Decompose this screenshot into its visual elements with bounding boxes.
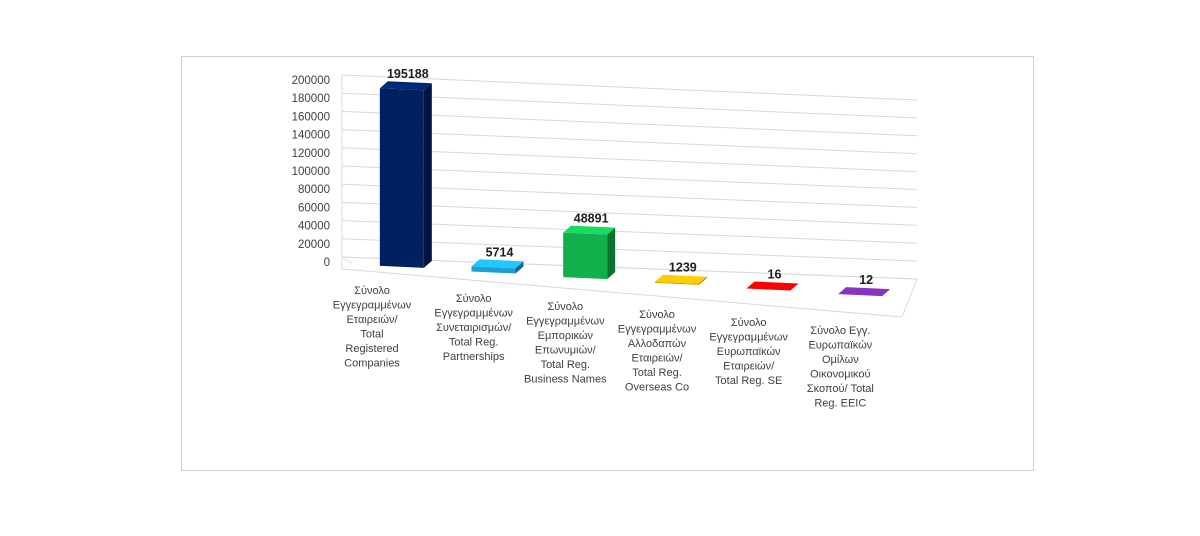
gridline: [341, 183, 918, 208]
category-label-line: Partnerships: [443, 351, 505, 363]
y-tick-label: 140000: [292, 130, 330, 142]
chart-frame: 0 20000 40000 60000 80000 100000 120000 140000 1…: [181, 56, 1034, 471]
bar-side: [607, 227, 616, 280]
bars: [379, 81, 891, 297]
category-label-line: Total Reg. SE: [715, 375, 782, 387]
category-label-line: Business Names: [524, 374, 607, 386]
category-label-line: Companies: [344, 358, 400, 370]
y-tick-label: 100000: [292, 166, 330, 178]
bar-5: [746, 281, 799, 291]
category-label-line: Εταιρειών/: [723, 361, 775, 373]
category-label-line: Επωνυμιών/: [535, 345, 597, 357]
bar-front: [471, 266, 516, 274]
bar-4: [654, 274, 707, 285]
category-label-line: Εγγεγραμμένων: [434, 308, 513, 320]
category-label-line: Εγγεγραμμένων: [618, 324, 697, 336]
y-tick-label: 120000: [292, 148, 330, 160]
bar-2: [471, 259, 524, 274]
gridline: [341, 201, 918, 226]
category-label-line: Σύνολο Εγγ.: [810, 325, 870, 337]
gridline: [341, 238, 918, 262]
bar-front: [379, 88, 424, 268]
category-label: Σύνολο Εγγεγραμμένων Εταιρειών/Total Regist…: [333, 285, 412, 370]
category-label-line: Ευρωπαϊκών: [808, 340, 872, 352]
gridline: [341, 92, 918, 119]
category-label-line: Οικονομικού: [810, 369, 870, 381]
category-label-line: Total Reg.: [449, 337, 499, 349]
category-label-line: Σύνολο: [456, 293, 492, 305]
y-tick-label: 160000: [292, 111, 330, 123]
category-label-line: Εγγεγραμμένων: [526, 316, 605, 328]
y-tick-label: 0: [324, 257, 330, 269]
data-label: 48891: [574, 212, 609, 226]
data-label: 12: [859, 273, 873, 287]
bar-top: [563, 225, 616, 235]
gridline: [341, 165, 918, 190]
category-label-line: Σύνολο: [731, 317, 767, 329]
gridline: [341, 129, 918, 155]
bar-6: [838, 287, 891, 297]
category-label-line: Ευρωπαϊκών: [717, 346, 781, 358]
category-label: Σύνολο Εγγεγραμμένων Εμπορικών Επωνυμιών/To…: [524, 301, 607, 386]
bar-1: [379, 81, 432, 268]
bar-front: [838, 294, 883, 297]
data-label: 16: [768, 267, 782, 281]
bar-chart: 0 20000 40000 60000 80000 100000 120000 140000 1…: [292, 67, 918, 410]
gridline: [341, 74, 918, 101]
bar-side: [698, 276, 707, 285]
gridline: [341, 110, 918, 137]
floor-edge: [341, 256, 353, 264]
gridlines: [341, 74, 918, 280]
chart-floor: [341, 256, 918, 318]
category-label-line: Total Reg.: [541, 359, 591, 371]
bar-top: [838, 287, 891, 297]
category-label-line: Ομίλων: [822, 354, 859, 366]
y-tick-label: 80000: [298, 184, 330, 196]
bar-side: [515, 261, 524, 274]
category-label-line: Reg. EEIC: [814, 398, 866, 410]
bar-top: [471, 259, 524, 269]
bar-top: [654, 274, 707, 284]
bar-top: [746, 281, 799, 291]
y-tick-label: 200000: [292, 75, 330, 87]
category-label-line: Σύνολο: [354, 285, 390, 297]
category-label-line: Εταιρειών/: [631, 353, 683, 365]
category-label-line: Εγγεγραμμένων: [333, 300, 412, 312]
category-label-line: Εγγεγραμμένων: [709, 332, 788, 344]
bar-front: [654, 281, 699, 285]
bar-top: [379, 81, 432, 91]
category-label-line: Overseas Co: [625, 382, 689, 394]
data-label: 1239: [669, 261, 697, 275]
bar-3: [563, 225, 616, 280]
bar-front: [746, 288, 791, 291]
category-label-line: Σύνολο: [547, 301, 583, 313]
category-label-line: Σύνολο: [639, 309, 675, 321]
gridline: [341, 220, 918, 244]
bar-front: [563, 232, 608, 280]
y-tick-label: 20000: [298, 239, 330, 251]
bar-side: [882, 289, 891, 297]
category-label: Σύνολο Εγγ. Ευρωπαϊκών Ομίλων Οικονομικού Σκ…: [807, 325, 874, 410]
category-label-line: Total Reg.: [632, 367, 682, 379]
category-label-line: Registered: [345, 343, 398, 355]
category-label-line: Total: [360, 329, 383, 341]
data-label: 195188: [387, 67, 429, 81]
category-label: Σύνολο Εγγεγραμμένων Αλλοδαπών Εταιρειών/To…: [618, 309, 697, 394]
y-tick-label: 40000: [298, 221, 330, 233]
y-tick-label: 60000: [298, 202, 330, 214]
y-tick-label: 180000: [292, 93, 330, 105]
category-label: Σύνολο Εγγεγραμμένων Ευρωπαϊκών Εταιρειών/T…: [709, 317, 788, 387]
data-label: 5714: [486, 245, 514, 259]
category-label-line: Εταιρειών/: [346, 314, 398, 326]
category-label-line: Αλλοδαπών: [628, 338, 687, 350]
category-label-line: Συνεταιρισμών/: [436, 322, 512, 334]
category-label: Σύνολο Εγγεγραμμένων Συνεταιρισμών/Total R…: [434, 293, 513, 363]
bar-side: [790, 283, 799, 291]
category-label-line: Εμπορικών: [538, 330, 594, 342]
gridline: [341, 147, 918, 173]
bar-side: [423, 83, 432, 268]
category-label-line: Σκοπού/ Total: [807, 383, 874, 395]
